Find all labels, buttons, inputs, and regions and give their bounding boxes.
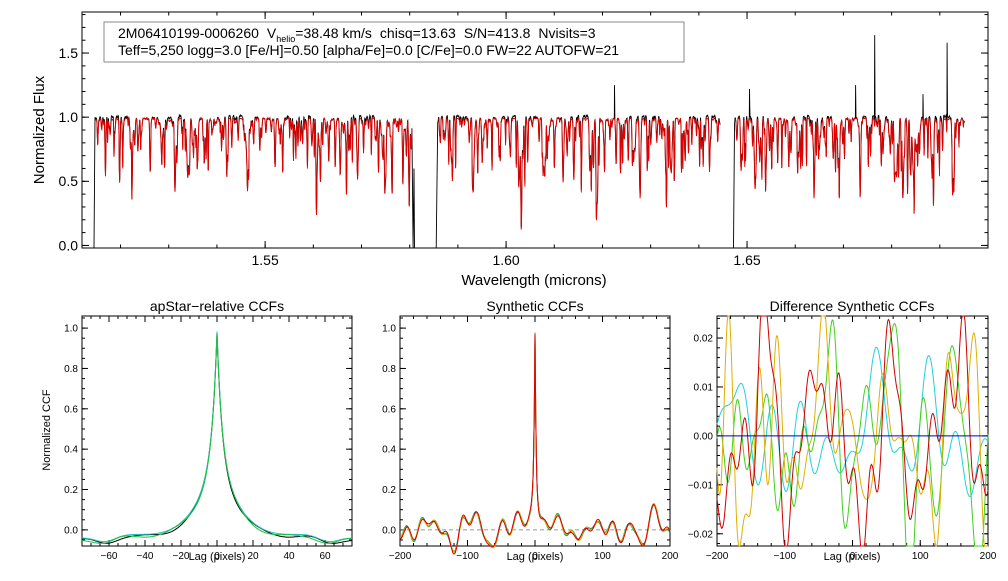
y-tick-label: 0.2 xyxy=(64,485,78,496)
info-line-2: Teff=5,250 logg=3.0 [Fe/H]=0.50 [alpha/F… xyxy=(118,42,619,58)
difference-ccf-line xyxy=(716,319,989,547)
y-tick-label: 0.0 xyxy=(59,237,79,253)
diff-lines xyxy=(716,315,989,547)
info-line-1: 2M06410199-0006260 Vhelio=38.48 km/s chisq… xyxy=(118,25,596,44)
y-tick-label: 1.0 xyxy=(64,324,78,335)
x-tick-label: 200 xyxy=(662,551,679,562)
y-tick-label: 0.6 xyxy=(64,404,78,415)
synthetic-ccf-panel: Synthetic CCFs Lag (pixels) −200 −100 0 100… xyxy=(382,298,679,563)
apstar-x-label: Lag (pixels) xyxy=(189,551,246,563)
x-tick-label: −60 xyxy=(101,551,118,562)
nvisits: Nvisits=3 xyxy=(538,25,595,41)
chisq: chisq=13.63 xyxy=(380,25,456,41)
apstar-ccf-line xyxy=(81,333,353,544)
spectrum-x-axis: 1.55 1.60 1.65 0.0 0.5 1.0 1.5 xyxy=(59,12,988,268)
x-tick-label: −20 xyxy=(173,551,190,562)
info-box-border xyxy=(103,21,685,63)
y-tick-label: 0.00 xyxy=(694,431,714,442)
diff-axes: −200 −100 0 100 200 −0.02 −0.01 0.00 0.01 0.02 xyxy=(688,316,997,562)
y-tick-label: 1.0 xyxy=(59,109,79,125)
apstar-ccf-line xyxy=(82,331,352,543)
x-tick-label: 100 xyxy=(912,551,929,562)
spectrum-info-box: 2M06410199-0006260 Vhelio=38.48 km/s chisq… xyxy=(103,21,685,63)
y-tick-label: 0.8 xyxy=(64,364,78,375)
x-tick-label: −100 xyxy=(773,551,796,562)
y-tick-label: 0.8 xyxy=(382,364,396,375)
model-spectrum-line xyxy=(734,117,965,214)
diff-x-label: Lag (pixels) xyxy=(824,551,881,563)
synthetic-ccf-line xyxy=(400,333,671,555)
vhelio-sub: helio xyxy=(276,34,295,44)
model-spectrum-line xyxy=(438,117,720,230)
y-tick-label: 0.6 xyxy=(382,404,396,415)
star-id: 2M06410199-0006260 xyxy=(118,25,259,41)
snr: S/N=413.8 xyxy=(464,25,531,41)
x-tick-label: −200 xyxy=(706,551,729,562)
x-tick-label: 40 xyxy=(283,551,295,562)
model-spectrum-line xyxy=(95,117,413,216)
apstar-lines xyxy=(81,331,353,544)
difference-ccf-line xyxy=(716,315,989,547)
y-tick-label: 1.0 xyxy=(382,324,396,335)
x-tick-label: 20 xyxy=(247,551,259,562)
y-tick-label: 1.5 xyxy=(59,45,79,61)
x-tick-label: −100 xyxy=(456,551,479,562)
y-tick-label: 0.0 xyxy=(64,525,78,536)
vhelio-value: =38.48 km/s xyxy=(295,25,372,41)
difference-ccf-line xyxy=(716,346,989,498)
spectrum-lines xyxy=(93,35,966,249)
y-tick-label: 0.0 xyxy=(382,525,396,536)
y-tick-label: −0.02 xyxy=(688,529,714,540)
apstar-title: apStar−relative CCFs xyxy=(150,298,284,314)
spectrum-panel: 2M06410199-0006260 Vhelio=38.48 km/s chisq… xyxy=(31,11,989,289)
y-tick-label: 0.5 xyxy=(59,173,79,189)
x-tick-label: −200 xyxy=(389,551,412,562)
x-tick-label: 1.60 xyxy=(492,252,519,268)
diff-frame xyxy=(716,315,989,547)
synth-x-label: Lag (pixels) xyxy=(507,551,564,563)
apstar-ccf-line xyxy=(81,333,353,544)
synth-title: Synthetic CCFs xyxy=(486,298,583,314)
x-tick-label: 60 xyxy=(319,551,331,562)
x-tick-label: 0 xyxy=(214,551,220,562)
diff-title: Difference Synthetic CCFs xyxy=(770,298,935,314)
x-tick-label: −40 xyxy=(137,551,154,562)
apstar-frame xyxy=(81,315,353,547)
x-tick-label: 100 xyxy=(594,551,611,562)
y-tick-label: 0.2 xyxy=(382,485,396,496)
y-tick-label: 0.02 xyxy=(694,334,714,345)
x-tick-label: 1.65 xyxy=(733,252,760,268)
x-tick-label: 0 xyxy=(532,551,538,562)
apstar-axes: −60 −40 −20 0 20 40 60 0.0 0.2 0.4 0.6 0.8 1.0 xyxy=(64,316,353,562)
x-tick-label: 0 xyxy=(850,551,856,562)
y-tick-label: 0.4 xyxy=(64,445,78,456)
difference-ccf-panel: Difference Synthetic CCFs Lag (pixels) −… xyxy=(688,298,997,563)
y-tick-label: 0.01 xyxy=(694,382,714,393)
observed-spectrum-line xyxy=(435,85,721,249)
y-tick-label: −0.01 xyxy=(688,480,714,491)
difference-ccf-line xyxy=(716,315,988,547)
x-tick-label: 1.55 xyxy=(252,252,279,268)
spectrum-x-label: Wavelength (microns) xyxy=(461,272,606,289)
y-tick-label: 0.4 xyxy=(382,445,396,456)
x-tick-label: 200 xyxy=(980,551,997,562)
apstar-ccf-panel: apStar−relative CCFs Lag (pixels) Normal… xyxy=(41,298,353,563)
apstar-y-label: Normalized CCF xyxy=(41,389,53,471)
vhelio-prefix: V xyxy=(267,25,277,41)
observed-spectrum-line xyxy=(733,35,966,249)
synth-lines xyxy=(399,332,671,555)
spectrum-y-label: Normalized Flux xyxy=(31,75,48,184)
